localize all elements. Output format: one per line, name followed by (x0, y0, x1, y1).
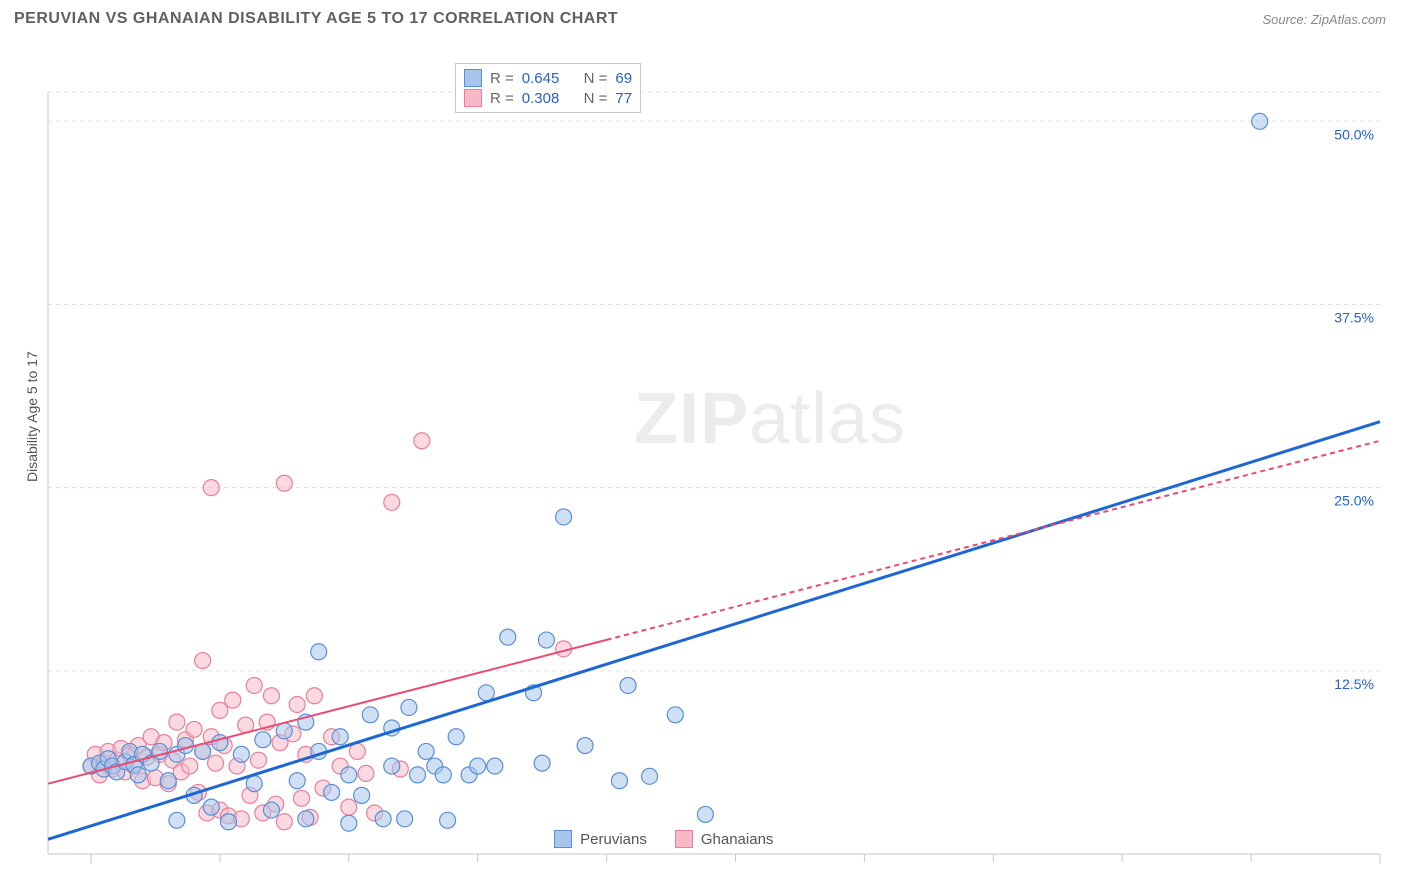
legend-swatch (675, 830, 693, 848)
stat-n-label: N = (584, 70, 608, 87)
data-point (577, 738, 593, 754)
data-point (233, 746, 249, 762)
data-point (697, 806, 713, 822)
stat-r-value: 0.308 (522, 90, 560, 107)
data-point (182, 758, 198, 774)
data-point (397, 811, 413, 827)
data-point (186, 721, 202, 737)
legend-item: Ghanaians (675, 830, 774, 848)
series-swatch (464, 69, 482, 87)
data-point (169, 812, 185, 828)
data-point (255, 732, 271, 748)
data-point (203, 799, 219, 815)
data-point (375, 811, 391, 827)
data-point (418, 743, 434, 759)
data-point (289, 773, 305, 789)
stat-r-value: 0.645 (522, 70, 560, 87)
data-point (500, 629, 516, 645)
data-point (289, 697, 305, 713)
data-point (294, 790, 310, 806)
data-point (225, 692, 241, 708)
data-point (440, 812, 456, 828)
data-point (276, 814, 292, 830)
y-tick-label: 12.5% (1334, 676, 1374, 692)
y-axis-label: Disability Age 5 to 17 (24, 351, 40, 482)
stats-row: R = 0.308 N = 77 (464, 88, 632, 108)
data-point (401, 699, 417, 715)
data-point (349, 743, 365, 759)
data-point (246, 677, 262, 693)
stat-n-value: 77 (615, 90, 632, 107)
data-point (220, 814, 236, 830)
legend-label: Ghanaians (701, 831, 774, 848)
data-point (276, 475, 292, 491)
y-tick-label: 37.5% (1334, 309, 1374, 325)
data-point (470, 758, 486, 774)
data-point (195, 653, 211, 669)
data-point (362, 707, 378, 723)
data-point (448, 729, 464, 745)
chart-title: PERUVIAN VS GHANAIAN DISABILITY AGE 5 TO… (14, 10, 618, 28)
trend-line (48, 640, 607, 784)
data-point (324, 784, 340, 800)
series-swatch (464, 89, 482, 107)
data-point (478, 685, 494, 701)
series-legend: Peruvians Ghanaians (554, 830, 773, 848)
data-point (263, 802, 279, 818)
data-point (177, 738, 193, 754)
data-point (384, 494, 400, 510)
legend-swatch (554, 830, 572, 848)
data-point (263, 688, 279, 704)
stat-n-value: 69 (615, 70, 632, 87)
data-point (667, 707, 683, 723)
stat-n-label: N = (584, 90, 608, 107)
source-attribution: Source: ZipAtlas.com (1262, 12, 1386, 27)
y-tick-label: 25.0% (1334, 493, 1374, 509)
stat-r-label: R = (490, 70, 514, 87)
correlation-chart: 0.0% 30.0% 12.5% 25.0% 37.5% 50.0% (0, 34, 1406, 868)
data-point (1252, 113, 1268, 129)
data-point (251, 752, 267, 768)
legend-label: Peruvians (580, 831, 647, 848)
x-tick-label: 0.0% (91, 867, 123, 868)
trend-line-dashed (607, 441, 1380, 640)
data-point (341, 767, 357, 783)
data-point (435, 767, 451, 783)
data-point (358, 765, 374, 781)
data-point (276, 723, 292, 739)
data-point (354, 787, 370, 803)
data-point (212, 702, 228, 718)
y-tick-label: 50.0% (1334, 126, 1374, 142)
data-point (487, 758, 503, 774)
data-point (384, 758, 400, 774)
data-point (306, 688, 322, 704)
data-point (534, 755, 550, 771)
data-point (298, 811, 314, 827)
data-point (332, 729, 348, 745)
data-point (620, 677, 636, 693)
chart-container: PERUVIAN VS GHANAIAN DISABILITY AGE 5 TO… (0, 0, 1406, 892)
stat-r-label: R = (490, 90, 514, 107)
x-tick-label: 30.0% (1340, 867, 1380, 868)
data-point (414, 433, 430, 449)
data-point (410, 767, 426, 783)
data-point (642, 768, 658, 784)
title-bar: PERUVIAN VS GHANAIAN DISABILITY AGE 5 TO… (0, 0, 1406, 34)
data-point (130, 767, 146, 783)
data-point (611, 773, 627, 789)
data-point (556, 509, 572, 525)
data-point (169, 714, 185, 730)
data-point (246, 776, 262, 792)
data-point (208, 755, 224, 771)
trend-line (48, 422, 1380, 840)
data-point (203, 480, 219, 496)
data-point (311, 644, 327, 660)
data-point (341, 799, 357, 815)
data-point (538, 632, 554, 648)
legend-item: Peruvians (554, 830, 647, 848)
stats-row: R = 0.645 N = 69 (464, 68, 632, 88)
data-point (341, 815, 357, 831)
data-point (160, 773, 176, 789)
stats-legend-box: R = 0.645 N = 69 R = 0.308 N = 77 (455, 63, 641, 113)
